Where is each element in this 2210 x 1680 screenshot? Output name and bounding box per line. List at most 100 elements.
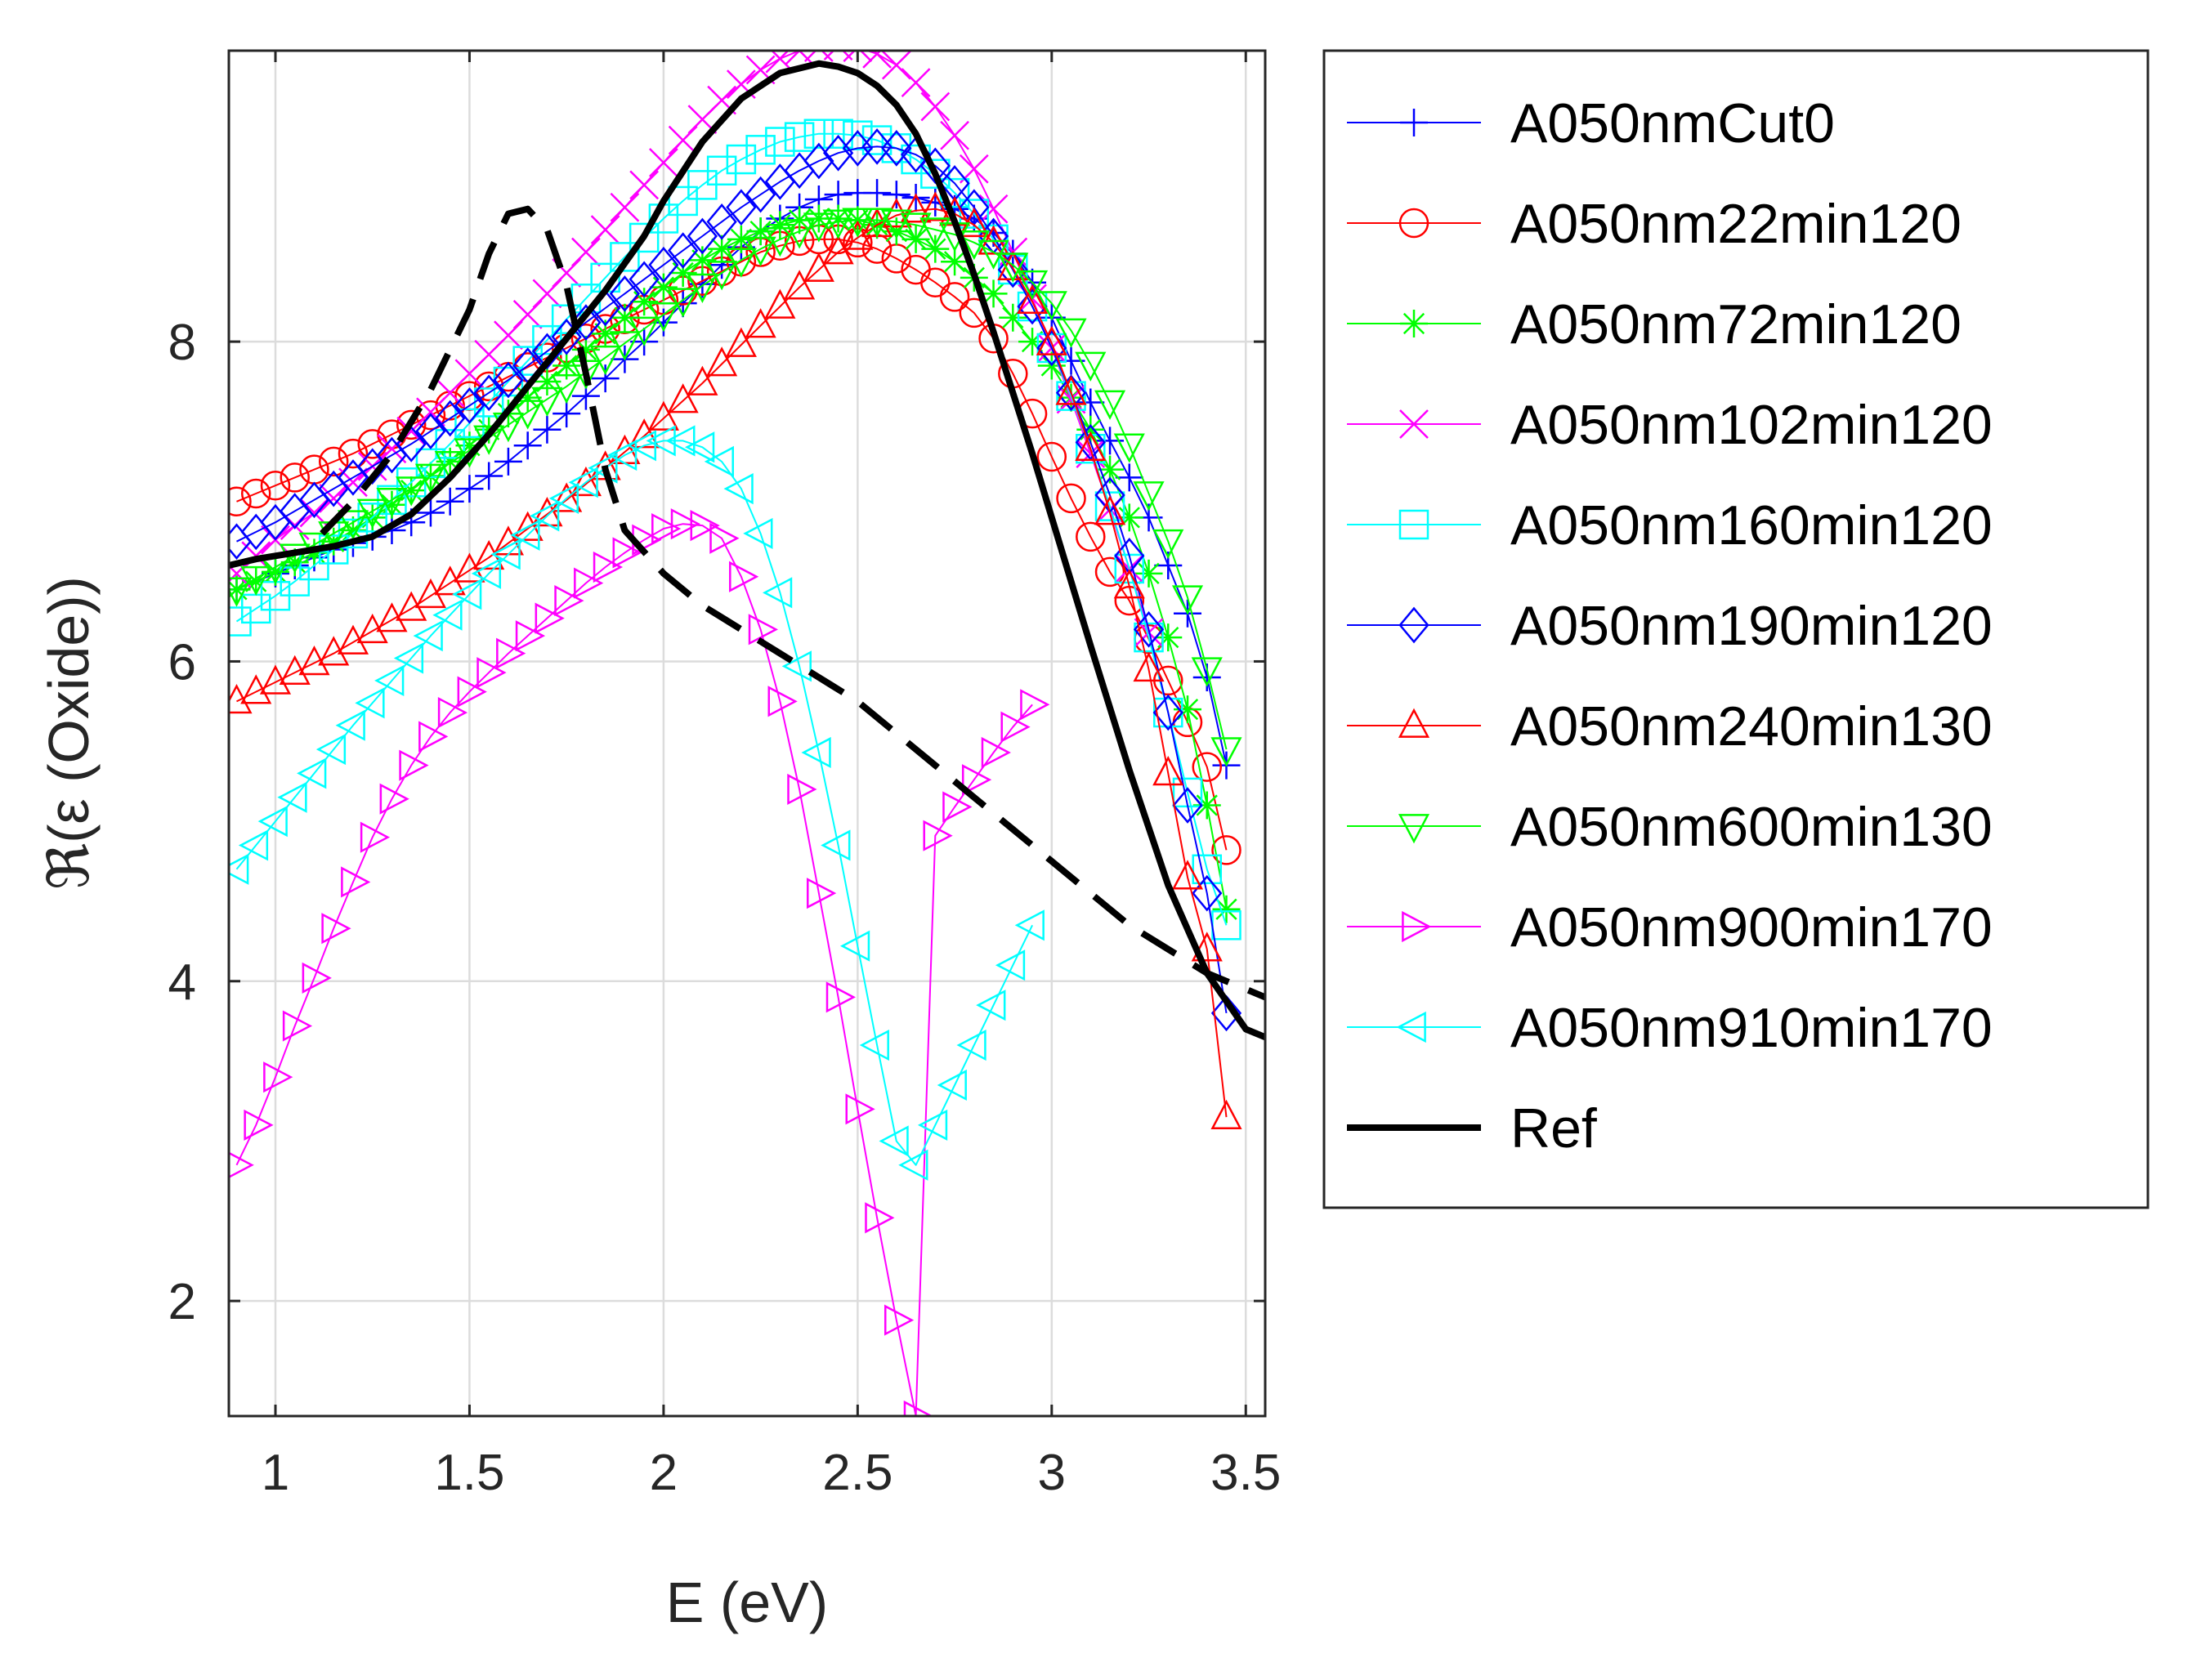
data-point: [1134, 622, 1164, 653]
data-point: [610, 192, 640, 222]
data-point: [995, 949, 1026, 981]
data-point: [535, 602, 565, 634]
data-point: [706, 261, 738, 291]
data-point: [335, 709, 365, 741]
data-point: [956, 1029, 986, 1061]
legend-item: A050nm72min120: [1347, 293, 1962, 355]
data-point: [454, 387, 485, 424]
data-point: [743, 517, 773, 549]
legend-label: A050nm910min170: [1510, 997, 1993, 1059]
data-point: [729, 561, 759, 592]
data-point: [665, 425, 696, 457]
data-point: [297, 757, 327, 789]
data-point: [1036, 291, 1067, 321]
data-point: [861, 125, 892, 155]
data-point: [360, 821, 391, 853]
data-point: [725, 327, 757, 357]
data-point: [1191, 657, 1223, 687]
data-point: [1398, 208, 1429, 239]
data-point: [881, 130, 912, 167]
data-point: [709, 522, 740, 554]
data-point: [822, 134, 854, 172]
data-point: [861, 128, 892, 165]
data-point: [648, 246, 679, 284]
data-point: [240, 478, 271, 509]
data-point: [898, 1149, 928, 1181]
data-point: [687, 365, 718, 395]
data-point: [745, 135, 776, 165]
data-point: [999, 303, 1027, 332]
data-point: [244, 1109, 274, 1141]
data-point: [1000, 711, 1031, 743]
data-point: [396, 409, 427, 440]
data-point: [764, 227, 796, 257]
data-point: [823, 51, 853, 61]
legend-label: Ref: [1510, 1097, 1597, 1159]
data-point: [413, 620, 443, 652]
data-point: [473, 374, 504, 412]
axis-ticks: 1 1.5 2 2.5 3 3.5 2 4 6 8: [168, 51, 1281, 1501]
data-point: [898, 1149, 928, 1181]
data-point: [708, 235, 736, 263]
data-point: [437, 696, 468, 729]
data-point: [280, 548, 309, 577]
data-point: [321, 913, 351, 945]
data-point: [588, 452, 618, 484]
data-point: [920, 92, 951, 122]
data-point: [688, 246, 717, 275]
data-point: [282, 1010, 313, 1042]
data-point: [861, 128, 892, 165]
data-point: [240, 478, 271, 509]
data-point: [706, 346, 738, 377]
data-point: [1020, 689, 1050, 721]
data-point: [240, 565, 272, 596]
data-point: [1055, 318, 1087, 348]
data-point: [591, 364, 620, 393]
data-point: [745, 308, 776, 338]
data-point: [649, 148, 678, 177]
data-point: [995, 949, 1026, 981]
data-point: [263, 1061, 293, 1093]
series-markers-A050nm900min170: [229, 508, 1050, 1416]
data-point: [824, 204, 852, 233]
data-point: [436, 487, 464, 516]
data-point: [651, 512, 682, 545]
data-point: [397, 476, 426, 505]
data-point: [612, 537, 642, 569]
data-point: [1398, 708, 1430, 738]
data-point: [476, 657, 507, 689]
data-point: [881, 130, 912, 167]
data-point: [512, 400, 544, 430]
data-point: [706, 155, 737, 186]
data-point: [923, 820, 953, 851]
data-point: [647, 302, 679, 333]
data-point: [548, 482, 579, 514]
data-point: [629, 316, 660, 346]
data-point: [1134, 559, 1163, 588]
data-point: [807, 878, 837, 909]
series-markers-A050nm190min120: [229, 128, 1242, 1032]
data-point: [882, 217, 910, 246]
data-point: [900, 193, 932, 223]
data-point: [1036, 325, 1067, 355]
data-point: [396, 476, 427, 507]
data-point: [882, 181, 910, 209]
data-point: [399, 749, 429, 781]
series-markers-A050nm910min170: [229, 425, 1045, 1181]
data-point: [746, 217, 775, 246]
plot-area: [227, 49, 1267, 1418]
data-point: [452, 579, 482, 610]
data-point: [941, 248, 969, 276]
y-tick-label: 8: [168, 315, 196, 371]
data-point: [743, 517, 773, 549]
data-point: [591, 319, 620, 348]
data-point: [919, 191, 951, 221]
data-point: [823, 118, 853, 149]
data-point: [706, 155, 737, 186]
data-point: [551, 482, 583, 512]
data-point: [959, 189, 990, 226]
data-point: [515, 620, 546, 652]
data-point: [1133, 610, 1165, 648]
data-point: [357, 503, 387, 533]
data-point: [1171, 585, 1204, 615]
